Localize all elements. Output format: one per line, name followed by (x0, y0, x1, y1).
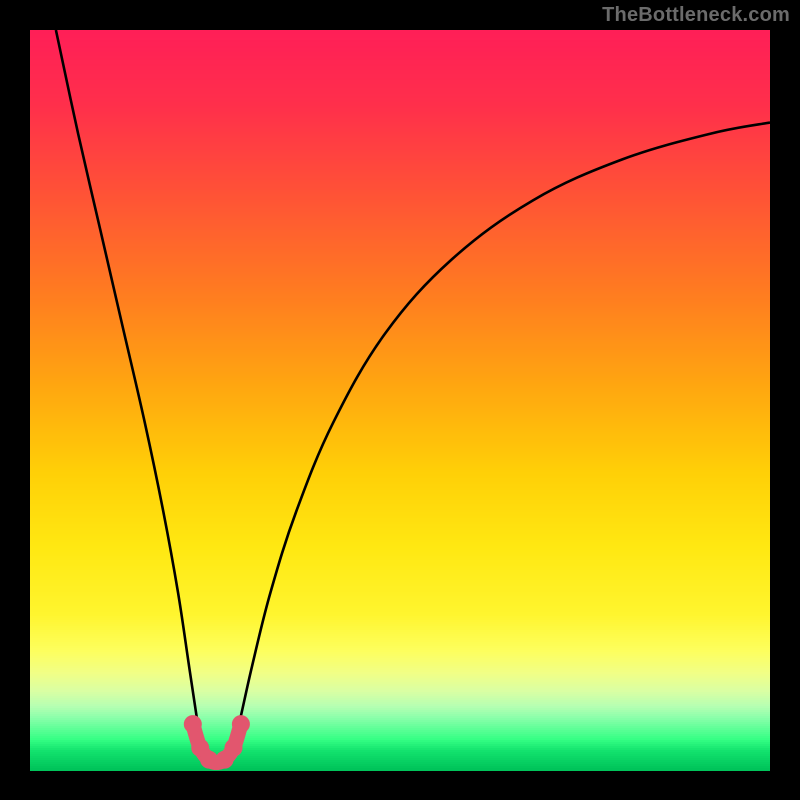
curve-layer (30, 30, 770, 770)
watermark-text: TheBottleneck.com (602, 4, 790, 27)
plot-area (30, 30, 770, 770)
curve-right-branch (230, 123, 770, 759)
chart-frame: TheBottleneck.com (0, 0, 800, 800)
curve-left-branch (56, 30, 204, 759)
